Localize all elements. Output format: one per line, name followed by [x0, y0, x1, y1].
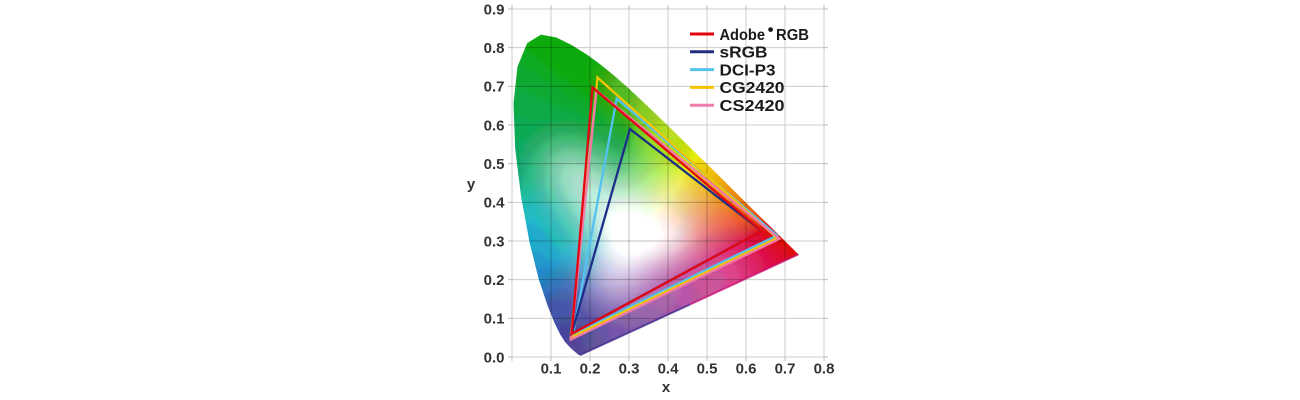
svg-text:0.6: 0.6	[736, 361, 757, 378]
svg-text:0.8: 0.8	[484, 40, 505, 57]
svg-text:0.3: 0.3	[484, 233, 505, 250]
svg-text:0.7: 0.7	[775, 361, 796, 378]
svg-text:sRGB: sRGB	[720, 45, 768, 62]
svg-text:x: x	[662, 379, 671, 396]
svg-text:0.2: 0.2	[580, 361, 601, 378]
svg-text:0.9: 0.9	[484, 1, 505, 18]
svg-text:CG2420: CG2420	[720, 80, 785, 97]
svg-text:0.5: 0.5	[697, 361, 718, 378]
svg-text:DCI-P3: DCI-P3	[720, 62, 776, 79]
svg-text:0.4: 0.4	[484, 195, 506, 212]
svg-text:0.8: 0.8	[814, 361, 835, 378]
svg-text:0.0: 0.0	[484, 349, 505, 366]
svg-text:0.2: 0.2	[484, 272, 505, 289]
svg-text:0.1: 0.1	[541, 361, 562, 378]
svg-text:0.4: 0.4	[658, 361, 680, 378]
svg-text:Adobe: Adobe	[720, 27, 766, 44]
svg-text:0.6: 0.6	[484, 117, 505, 134]
svg-text:0.3: 0.3	[619, 361, 640, 378]
svg-text:CS2420: CS2420	[720, 98, 785, 115]
svg-text:0.7: 0.7	[484, 79, 505, 96]
svg-text:RGB: RGB	[776, 27, 809, 44]
svg-text:0.5: 0.5	[484, 156, 505, 173]
svg-text:y: y	[467, 176, 476, 193]
svg-text:0.1: 0.1	[484, 311, 505, 328]
